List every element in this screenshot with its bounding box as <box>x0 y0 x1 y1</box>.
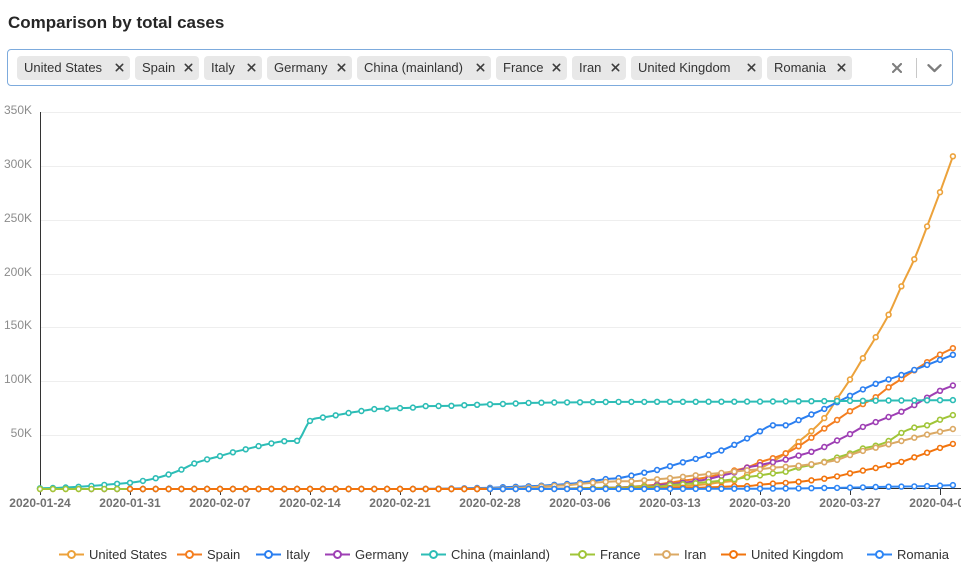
svg-text:2020-02-28: 2020-02-28 <box>459 496 521 510</box>
svg-text:France: France <box>600 547 640 562</box>
svg-text:2020-02-07: 2020-02-07 <box>189 496 251 510</box>
svg-text:Romania: Romania <box>897 547 950 562</box>
svg-text:2020-01-24: 2020-01-24 <box>9 496 71 510</box>
svg-text:100K: 100K <box>4 372 32 386</box>
svg-text:Germany: Germany <box>355 547 409 562</box>
svg-text:2020-03-13: 2020-03-13 <box>639 496 701 510</box>
svg-text:300K: 300K <box>4 157 32 171</box>
svg-text:200K: 200K <box>4 265 32 279</box>
svg-text:2020-03-27: 2020-03-27 <box>819 496 881 510</box>
svg-text:50K: 50K <box>11 426 32 440</box>
svg-text:United Kingdom: United Kingdom <box>751 547 844 562</box>
svg-text:2020-01-31: 2020-01-31 <box>99 496 161 510</box>
svg-text:2020-03-20: 2020-03-20 <box>729 496 791 510</box>
svg-text:150K: 150K <box>4 318 32 332</box>
svg-text:2020-02-14: 2020-02-14 <box>279 496 341 510</box>
svg-text:Italy: Italy <box>286 547 310 562</box>
svg-text:250K: 250K <box>4 211 32 225</box>
svg-text:China (mainland): China (mainland) <box>451 547 550 562</box>
svg-text:2020-03-06: 2020-03-06 <box>549 496 611 510</box>
svg-text:Spain: Spain <box>207 547 240 562</box>
svg-text:Iran: Iran <box>684 547 706 562</box>
svg-text:350K: 350K <box>4 103 32 117</box>
svg-text:United States: United States <box>89 547 168 562</box>
svg-text:2020-04-03: 2020-04-03 <box>909 496 961 510</box>
svg-text:2020-02-21: 2020-02-21 <box>369 496 431 510</box>
